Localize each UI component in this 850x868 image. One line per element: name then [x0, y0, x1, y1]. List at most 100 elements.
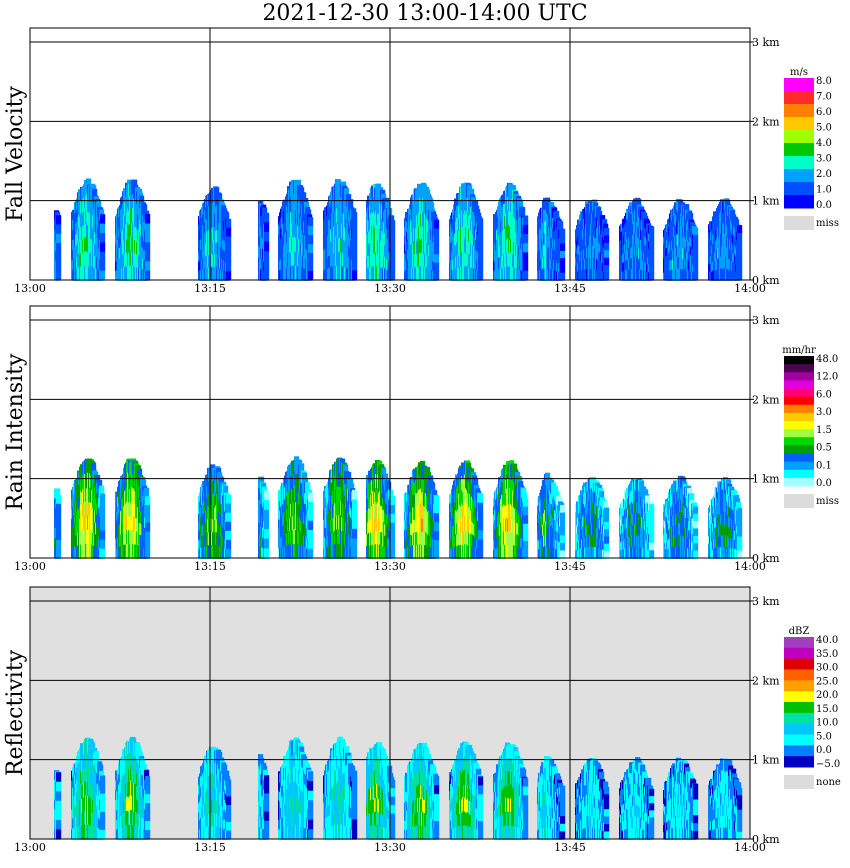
legend-unit: dBZ — [789, 626, 810, 637]
legend-label: 20.0 — [816, 690, 838, 701]
legend-label: 4.0 — [816, 138, 832, 149]
time-tick-label: 13:45 — [554, 841, 586, 854]
legend-label: 0.0 — [816, 200, 832, 211]
legend-swatch — [784, 429, 814, 438]
legend-swatch — [784, 691, 814, 703]
legend-swatch — [784, 91, 814, 105]
panel-ylabel: Fall Velocity — [3, 86, 28, 222]
legend-swatch — [784, 372, 814, 381]
legend-label: 5.0 — [816, 123, 832, 134]
legend-label: 12.0 — [816, 372, 838, 383]
panel-ylabel: Rain Intensity — [3, 353, 28, 510]
legend-swatch — [784, 469, 814, 479]
time-tick-label: 13:00 — [14, 560, 46, 573]
legend-swatch — [784, 453, 814, 463]
legend-swatch — [784, 712, 814, 725]
time-tick-label: 13:30 — [374, 841, 406, 854]
legend-swatch — [784, 117, 814, 131]
legend-swatch — [784, 647, 814, 660]
legend-swatch — [784, 364, 814, 373]
legend-unit: mm/hr — [782, 345, 816, 356]
legend-swatch — [784, 702, 814, 714]
height-tick-label: 3 km — [752, 595, 780, 608]
legend-label: 40.0 — [816, 635, 838, 646]
legend-miss-label: miss — [816, 496, 839, 507]
echo-field — [54, 736, 743, 840]
legend-miss-swatch — [784, 775, 814, 789]
height-tick-label: 1 km — [752, 754, 780, 767]
legend-swatch — [784, 412, 814, 422]
legend-label: 25.0 — [816, 676, 838, 687]
legend-label: 10.0 — [816, 718, 838, 729]
legend-label: 0.1 — [816, 460, 832, 471]
legend-label: 35.0 — [816, 649, 838, 660]
panel-frame — [29, 305, 751, 559]
legend-label: 2.0 — [816, 169, 832, 180]
legend-swatch — [784, 143, 814, 157]
legend-swatch — [784, 477, 814, 487]
legend-miss-swatch — [784, 494, 814, 508]
time-tick-label: 13:15 — [194, 560, 226, 573]
legend-swatch — [784, 130, 814, 144]
legend-swatch — [784, 461, 814, 471]
colorbar-legend: m/s 8.0 7.0 6.0 5.0 4.0 3.0 2.0 1.0 0.0 miss — [784, 67, 839, 230]
legend-swatch — [784, 380, 814, 389]
legend-label: 6.0 — [816, 389, 832, 400]
panel-2: 13:00 13:15 13:30 13:45 14:000 km 1 km 2 km 3 k… — [3, 586, 841, 854]
legend-miss-label: miss — [816, 218, 839, 229]
legend-label: 1.0 — [816, 185, 832, 196]
legend-swatch — [784, 104, 814, 118]
legend-miss-label: none — [816, 777, 841, 788]
height-tick-label: 3 km — [752, 36, 780, 49]
height-tick-label: 0 km — [752, 552, 780, 565]
time-tick-label: 14:00 — [734, 282, 766, 295]
time-tick-label: 14:00 — [734, 560, 766, 573]
legend-label: 5.0 — [816, 731, 832, 742]
height-tick-label: 2 km — [752, 115, 780, 128]
height-tick-label: 2 km — [752, 674, 780, 687]
legend-label: 0.5 — [816, 443, 832, 454]
legend-swatch — [784, 404, 814, 414]
legend-swatch — [784, 421, 814, 430]
legend-label: 8.0 — [816, 76, 832, 87]
legend-unit: m/s — [790, 67, 808, 78]
legend-swatch — [784, 396, 814, 406]
time-tick-label: 13:45 — [554, 560, 586, 573]
time-tick-label: 13:15 — [194, 282, 226, 295]
legend-swatch — [784, 156, 814, 170]
legend-label: 30.0 — [816, 663, 838, 674]
height-tick-label: 1 km — [752, 195, 780, 208]
legend-swatch — [784, 182, 814, 196]
legend-label: 0.0 — [816, 745, 832, 756]
time-tick-label: 13:00 — [14, 841, 46, 854]
legend-label: −5.0 — [816, 759, 840, 770]
legend-swatch — [784, 637, 814, 649]
legend-miss-swatch — [784, 216, 814, 230]
legend-swatch — [784, 723, 814, 735]
legend-swatch — [784, 756, 814, 768]
panel-frame — [29, 27, 751, 281]
legend-swatch — [784, 437, 814, 446]
time-tick-label: 13:15 — [194, 841, 226, 854]
height-tick-label: 2 km — [752, 393, 780, 406]
legend-swatch — [784, 658, 814, 670]
legend-swatch — [784, 745, 814, 757]
legend-swatch — [784, 169, 814, 183]
legend-swatch — [784, 445, 814, 454]
height-tick-label: 3 km — [752, 314, 780, 327]
legend-label: 1.5 — [816, 425, 832, 436]
height-tick-label: 0 km — [752, 274, 780, 287]
panel-0: 13:00 13:15 13:30 13:45 14:000 km 1 km 2 km 3 k… — [3, 27, 839, 295]
legend-swatch — [784, 388, 814, 398]
time-tick-label: 13:00 — [14, 282, 46, 295]
legend-swatch — [784, 669, 814, 681]
legend-swatch — [784, 356, 814, 365]
panel-frame — [29, 586, 751, 840]
legend-swatch — [784, 734, 814, 746]
legend-label: 6.0 — [816, 107, 832, 118]
legend-swatch — [784, 195, 814, 209]
legend-label: 15.0 — [816, 704, 838, 715]
legend-swatch — [784, 680, 814, 692]
legend-label: 7.0 — [816, 92, 832, 103]
